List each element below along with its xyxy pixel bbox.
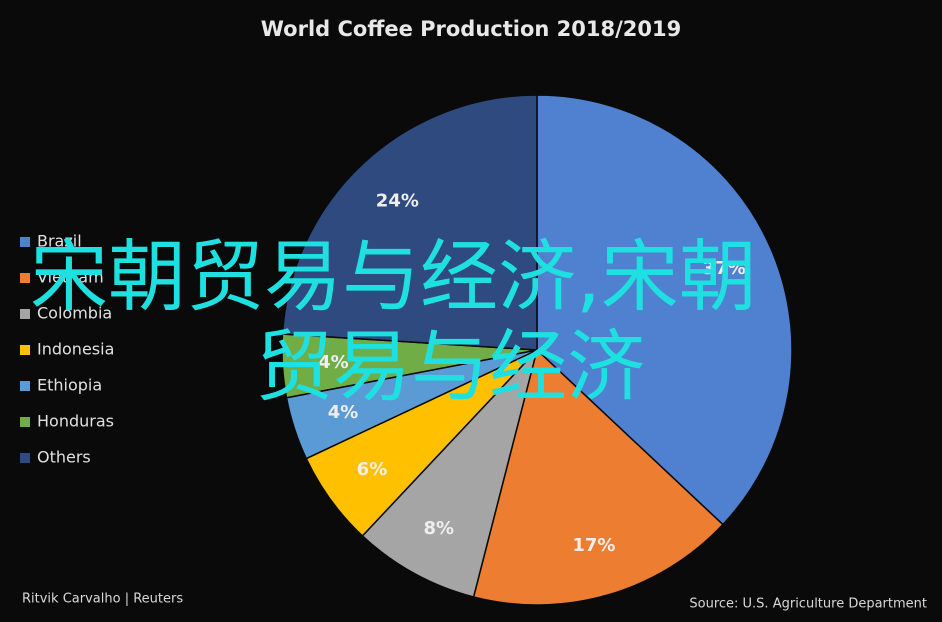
credit: Ritvik Carvalho | Reuters [22, 592, 183, 607]
legend-label: Ethiopia [37, 376, 102, 395]
data-label: 17% [572, 535, 615, 556]
data-label: 4% [328, 402, 359, 423]
legend-label: Honduras [37, 412, 114, 431]
data-label: 4% [318, 352, 349, 373]
legend-swatch [20, 381, 30, 391]
legend-label: Indonesia [37, 340, 114, 359]
pie-slice [281, 94, 538, 351]
legend-swatch [20, 453, 30, 463]
data-label: 37% [703, 258, 746, 279]
source: Source: U.S. Agriculture Department [689, 597, 927, 612]
data-label: 6% [357, 459, 388, 480]
legend-swatch [20, 309, 30, 319]
legend-swatch [20, 237, 30, 247]
legend-label: Colombia [37, 304, 112, 323]
legend-label: Others [37, 448, 91, 467]
pie-slice [536, 94, 793, 526]
data-label: 8% [423, 518, 454, 539]
legend: Brazil Vietnam Colombia Indonesia Ethiopia Ho… [20, 232, 114, 467]
chart-title: World Coffee Production 2018/2019 [261, 17, 681, 41]
pie-slice [361, 349, 538, 598]
legend-swatch [20, 345, 30, 355]
overlay-text: 贸易与经济 [255, 322, 645, 412]
pie: 37% 17% 8% 6% 4% 4% 24% [281, 94, 793, 606]
data-label: 24% [376, 190, 419, 211]
legend-swatch [20, 417, 30, 427]
legend-label: Brazil [37, 232, 82, 251]
legend-swatch [20, 273, 30, 283]
overlay-text: 宋朝贸易与经济,宋朝 [30, 232, 757, 322]
legend-label: Vietnam [37, 268, 104, 287]
pie-slice [472, 348, 724, 606]
